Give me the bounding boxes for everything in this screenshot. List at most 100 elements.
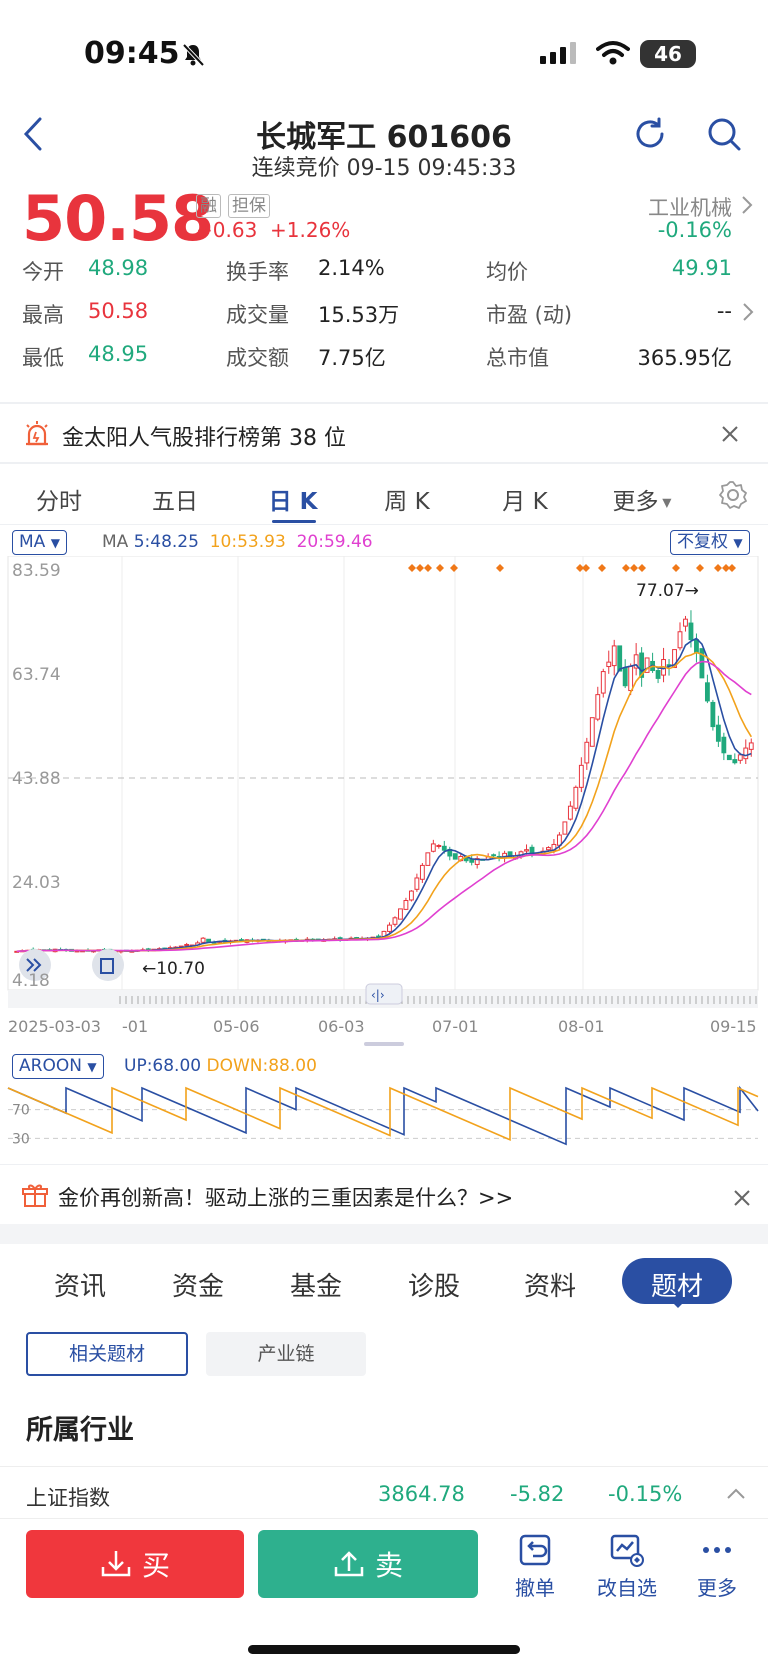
aroon-chart[interactable]: 70 30 [0, 1080, 768, 1166]
chevron-right-icon[interactable] [740, 194, 754, 216]
tab-profile[interactable]: 资料 [523, 1272, 576, 1302]
chevron-right-icon[interactable] [742, 302, 754, 322]
event-marker [722, 564, 730, 572]
stat-label: 换手率 [226, 260, 289, 284]
candle-body [546, 847, 551, 851]
candle-body [436, 844, 442, 847]
tab-funds-flow[interactable]: 资金 [171, 1272, 224, 1302]
candle-body [683, 618, 688, 627]
aroon-select[interactable]: AROON ▼ [12, 1054, 104, 1079]
ma-legend: MA 5:48.25 10:53.93 20:59.46 [102, 532, 373, 552]
stat-label: 最高 [22, 303, 64, 327]
event-marker [436, 564, 444, 572]
aroon-y-tick: 30 [12, 1131, 30, 1147]
ma20-line [16, 660, 752, 953]
cancel-order-button[interactable]: 撤单 [500, 1532, 570, 1601]
banner-text[interactable]: 金太阳人气股排行榜第 38 位 [62, 426, 346, 451]
status-time: 09:45 [84, 36, 180, 71]
ma20-value: 20:59.46 [296, 532, 373, 552]
margin-tag: 融 [196, 194, 221, 218]
industry-link[interactable]: 工业机械 [648, 196, 732, 220]
candle-body [710, 701, 716, 728]
candle-body [452, 853, 458, 860]
index-name: 上证指数 [26, 1486, 110, 1510]
candle-body [398, 908, 403, 920]
candle-body [524, 849, 529, 852]
event-marker [582, 564, 590, 572]
stat-label: 总市值 [486, 346, 549, 370]
tab-news[interactable]: 资讯 [53, 1272, 106, 1302]
candle-body [617, 645, 623, 672]
candle-body [392, 917, 398, 925]
stock-title: 长城军工 601606 [256, 120, 512, 155]
candle-body [491, 854, 497, 857]
index-change: -5.82 [510, 1482, 565, 1506]
candle-body [655, 670, 661, 679]
scroll-handle-label: ‹|› [371, 988, 385, 1002]
index-value: 3864.78 [378, 1482, 465, 1506]
aroon-legend: UP:68.00 DOWN:88.00 [124, 1056, 317, 1076]
stat-label: 今开 [22, 260, 64, 284]
stat-value: 15.53万 [318, 303, 400, 327]
ma10-line [16, 651, 752, 953]
industry-change: -0.16% [657, 218, 732, 242]
event-marker [696, 564, 704, 572]
news-banner-text[interactable]: 金价再创新高！驱动上涨的三重因素是什么？>> [58, 1186, 514, 1210]
event-marker [630, 564, 638, 572]
candle-body [387, 924, 392, 932]
tab-daily-k[interactable]: 日 K [268, 489, 318, 515]
candle-body [644, 657, 650, 673]
aroon-down: DOWN:88.00 [206, 1056, 317, 1076]
stat-value: 7.75亿 [318, 346, 386, 370]
y-tick-label: 43.88 [12, 769, 61, 789]
watchlist-icon [610, 1534, 644, 1567]
candle-body [425, 852, 431, 866]
indicator-select[interactable]: MA ▼ [12, 530, 67, 555]
edit-watchlist-button[interactable]: 改自选 [590, 1532, 664, 1601]
tab-five-day[interactable]: 五日 [152, 489, 198, 515]
buy-button[interactable]: 买 [26, 1530, 244, 1598]
related-theme-pill[interactable]: 相关题材 [26, 1332, 188, 1376]
indicator-select-label: MA [19, 532, 46, 552]
aroon-y-tick: 70 [12, 1103, 30, 1119]
signal-icon [540, 42, 576, 64]
search-icon[interactable] [706, 116, 742, 152]
wifi-icon [596, 41, 630, 65]
price-change: +0.63 [196, 218, 258, 242]
candle-body [595, 694, 601, 720]
event-marker [638, 564, 646, 572]
back-icon[interactable] [22, 116, 46, 152]
adjustment-select[interactable]: 不复权 ▼ [670, 530, 750, 555]
candle-body [726, 754, 732, 761]
candle-body [715, 724, 721, 742]
y-tick-label: 24.03 [12, 873, 61, 893]
candlestick-chart[interactable]: ‹|› 83.59 63.74 43.88 24.03 4.18 77.07→ ←10.70… [0, 556, 768, 1048]
industry-chain-pill[interactable]: 产业链 [206, 1332, 366, 1376]
stat-label[interactable]: 市盈 (动) [486, 303, 573, 327]
tab-diagnosis[interactable]: 诊股 [407, 1272, 460, 1302]
index-row[interactable] [0, 1466, 768, 1522]
tab-fund[interactable]: 基金 [289, 1272, 342, 1302]
candle-body [573, 786, 579, 809]
tab-intraday[interactable]: 分时 [36, 489, 82, 515]
sell-button[interactable]: 卖 [258, 1530, 478, 1598]
candle-body [584, 741, 590, 764]
chevron-up-icon[interactable] [726, 1486, 746, 1500]
close-icon[interactable] [720, 424, 740, 444]
stat-value: -- [716, 299, 732, 323]
refresh-icon[interactable] [632, 116, 668, 152]
aroon-down-line [7, 1086, 759, 1142]
candle-body [578, 764, 584, 788]
candle-body [699, 648, 705, 679]
close-icon[interactable] [732, 1188, 752, 1208]
x-tick-label: -01 [122, 1017, 148, 1036]
tab-weekly-k[interactable]: 周 K [384, 489, 430, 515]
tab-monthly-k[interactable]: 月 K [502, 489, 548, 515]
more-button[interactable]: 更多 [682, 1532, 752, 1601]
tab-theme[interactable]: 题材 [650, 1272, 703, 1302]
stock-status: 连续竞价 09-15 09:45:33 [251, 156, 517, 181]
active-tab-pill [622, 1258, 732, 1304]
tab-more[interactable]: 更多 ▼ [592, 482, 692, 516]
gear-icon[interactable] [718, 480, 748, 510]
candle-body [732, 759, 738, 764]
